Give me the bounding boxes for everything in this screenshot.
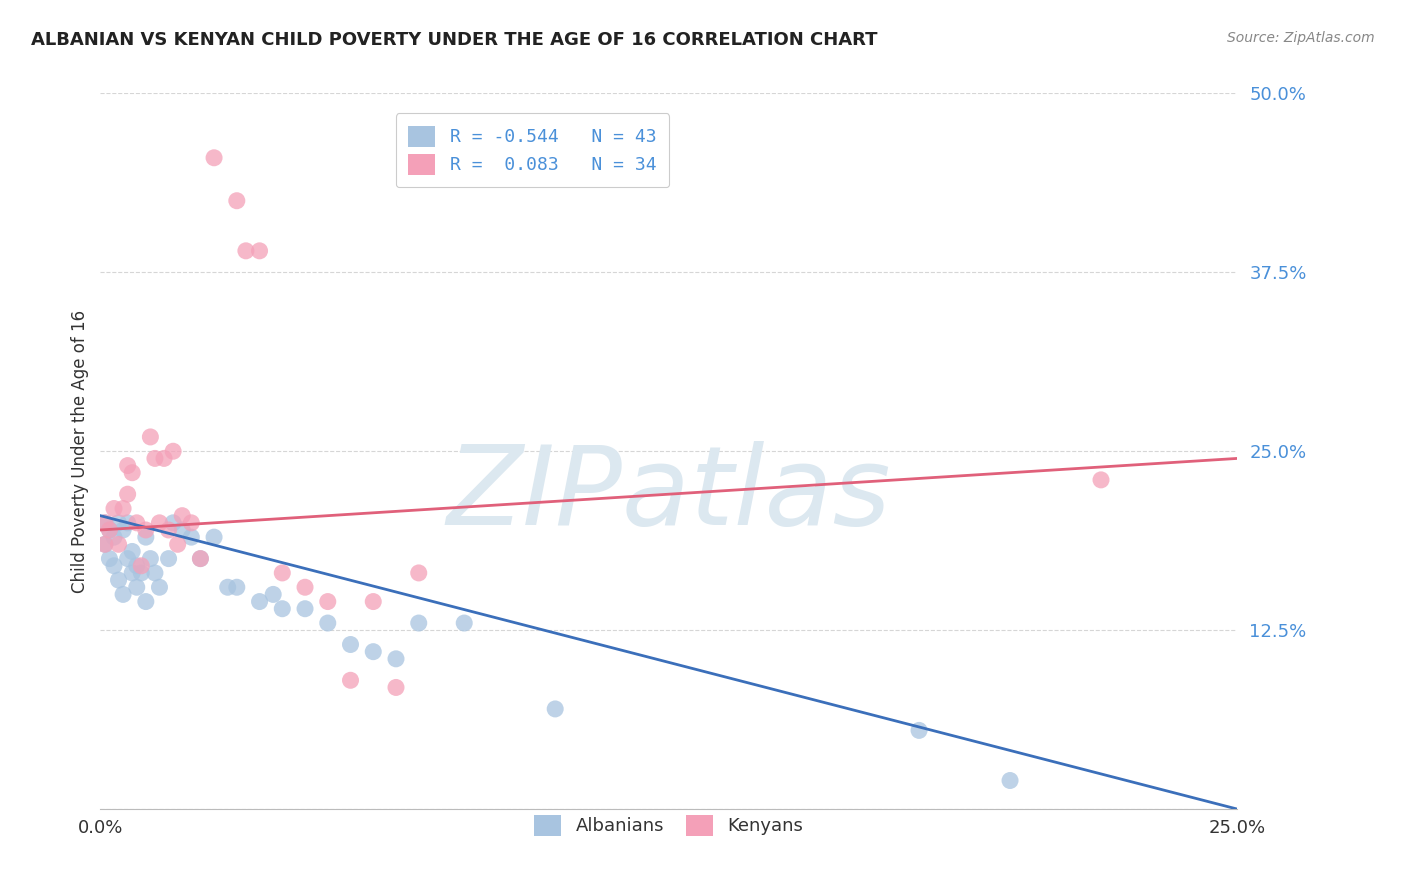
Point	[148, 516, 170, 530]
Point	[117, 458, 139, 473]
Point	[316, 594, 339, 608]
Point	[135, 523, 157, 537]
Point	[129, 558, 152, 573]
Point	[339, 638, 361, 652]
Point	[121, 544, 143, 558]
Point	[125, 516, 148, 530]
Point	[98, 523, 121, 537]
Point	[1090, 473, 1112, 487]
Point	[117, 551, 139, 566]
Point	[294, 580, 316, 594]
Point	[139, 430, 162, 444]
Point	[190, 551, 212, 566]
Point	[162, 444, 184, 458]
Point	[103, 558, 125, 573]
Point	[235, 244, 257, 258]
Point	[94, 537, 117, 551]
Point	[217, 580, 239, 594]
Point	[117, 516, 139, 530]
Point	[271, 601, 294, 615]
Point	[339, 673, 361, 688]
Point	[408, 615, 430, 630]
Point	[125, 580, 148, 594]
Point	[361, 645, 384, 659]
Legend: Albanians, Kenyans: Albanians, Kenyans	[527, 808, 811, 843]
Point	[121, 466, 143, 480]
Point	[408, 566, 430, 580]
Point	[143, 451, 166, 466]
Point	[162, 516, 184, 530]
Point	[103, 501, 125, 516]
Y-axis label: Child Poverty Under the Age of 16: Child Poverty Under the Age of 16	[72, 310, 89, 593]
Point	[112, 587, 135, 601]
Point	[453, 615, 475, 630]
Point	[117, 487, 139, 501]
Point	[225, 580, 247, 594]
Point	[385, 652, 408, 666]
Point	[157, 523, 180, 537]
Point	[153, 451, 176, 466]
Point	[94, 516, 117, 530]
Point	[202, 530, 225, 544]
Point	[294, 601, 316, 615]
Point	[129, 566, 152, 580]
Point	[135, 594, 157, 608]
Point	[143, 566, 166, 580]
Point	[271, 566, 294, 580]
Point	[249, 594, 271, 608]
Point	[202, 151, 225, 165]
Point	[135, 530, 157, 544]
Point	[180, 516, 202, 530]
Point	[908, 723, 931, 738]
Text: ZIPatlas: ZIPatlas	[447, 441, 891, 548]
Point	[166, 537, 188, 551]
Text: ALBANIAN VS KENYAN CHILD POVERTY UNDER THE AGE OF 16 CORRELATION CHART: ALBANIAN VS KENYAN CHILD POVERTY UNDER T…	[31, 31, 877, 49]
Point	[107, 573, 129, 587]
Point	[107, 516, 129, 530]
Point	[121, 566, 143, 580]
Point	[180, 530, 202, 544]
Point	[125, 558, 148, 573]
Point	[385, 681, 408, 695]
Point	[190, 551, 212, 566]
Text: Source: ZipAtlas.com: Source: ZipAtlas.com	[1227, 31, 1375, 45]
Point	[225, 194, 247, 208]
Point	[98, 523, 121, 537]
Point	[249, 244, 271, 258]
Point	[361, 594, 384, 608]
Point	[94, 537, 117, 551]
Point	[172, 523, 194, 537]
Point	[112, 523, 135, 537]
Point	[148, 580, 170, 594]
Point	[98, 551, 121, 566]
Point	[998, 773, 1021, 788]
Point	[112, 501, 135, 516]
Point	[172, 508, 194, 523]
Point	[94, 516, 117, 530]
Point	[139, 551, 162, 566]
Point	[316, 615, 339, 630]
Point	[103, 530, 125, 544]
Point	[107, 537, 129, 551]
Point	[157, 551, 180, 566]
Point	[262, 587, 284, 601]
Point	[544, 702, 567, 716]
